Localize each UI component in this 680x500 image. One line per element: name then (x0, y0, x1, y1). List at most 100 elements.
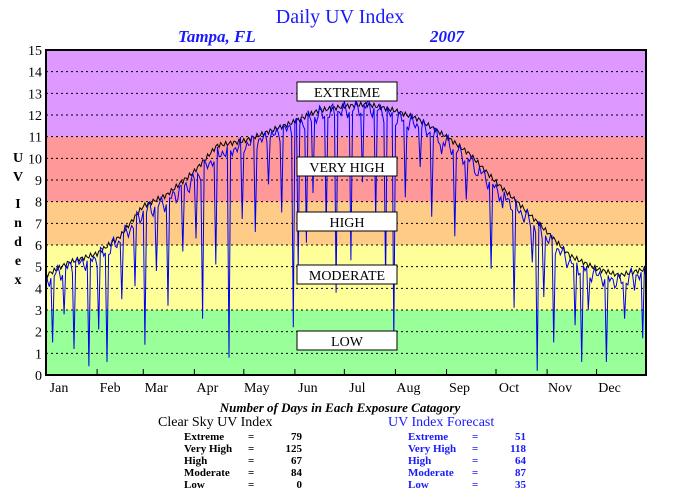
x-tick-label: Feb (100, 381, 121, 396)
band-label-very-high-text: VERY HIGH (309, 161, 384, 176)
clear-sky-row-value: 67 (291, 455, 302, 467)
band-labels: EXTREME VERY HIGH HIGH MODERATE LOW (296, 81, 398, 351)
y-tick-label: 1 (35, 347, 42, 362)
forecast-row-value: 35 (515, 479, 526, 491)
clear-sky-row: High = 67 (158, 455, 302, 467)
clear-sky-row-sep: = (248, 479, 255, 491)
x-tick-label: Jun (298, 381, 317, 396)
forecast-row-name: Extreme (408, 431, 449, 443)
clear-sky-stats: Clear Sky UV Index Extreme = 79 Very High = 1… (158, 415, 302, 491)
y-axis-label-char: U (13, 151, 23, 166)
forecast-row-value: 87 (515, 467, 526, 479)
clear-sky-row: Low = 0 (158, 479, 302, 491)
chart-title: Daily UV Index (276, 6, 405, 28)
band-label-extreme-text: EXTREME (314, 86, 380, 101)
y-tick-label: 0 (35, 369, 42, 384)
y-tick-label: 14 (28, 66, 42, 81)
clear-sky-row: Very High = 125 (158, 443, 302, 455)
series-line-clear-sky (45, 100, 647, 280)
y-tick-label: 4 (35, 282, 42, 297)
forecast-row: Moderate = 87 (388, 467, 526, 479)
band-label-low-text: LOW (331, 335, 364, 350)
y-tick-label: 5 (35, 261, 42, 276)
forecast-row-name: Low (408, 479, 429, 491)
band-label-high: HIGH (296, 211, 398, 232)
band-label-extreme: EXTREME (296, 81, 398, 102)
x-tick-label: Dec (598, 381, 621, 396)
y-axis-label-char: n (14, 216, 22, 231)
clear-sky-row-name: High (184, 455, 208, 467)
clear-sky-row-name: Very High (184, 443, 233, 455)
x-tick-label: Jan (50, 381, 69, 396)
forecast-row-name: Very High (408, 443, 457, 455)
x-tick-label: Jul (349, 381, 365, 396)
y-tick-label: 10 (28, 152, 42, 167)
band-label-moderate-text: MODERATE (309, 269, 385, 284)
forecast-row-name: High (408, 455, 432, 467)
clear-sky-row-value: 79 (291, 431, 302, 443)
chart-subtitle-location: Tampa, FL (178, 27, 256, 46)
forecast-row: Very High = 118 (388, 443, 526, 455)
y-axis-label-char: V (13, 170, 23, 185)
x-tick-label: Nov (548, 381, 572, 396)
clear-sky-row: Moderate = 84 (158, 467, 302, 479)
forecast-row: Extreme = 51 (388, 431, 526, 443)
x-tick-label: Mar (145, 381, 169, 396)
forecast-row: Low = 35 (388, 479, 526, 491)
y-axis-label-char: d (14, 235, 22, 250)
x-tick-label: Apr (196, 381, 218, 396)
forecast-row-name: Moderate (408, 467, 454, 479)
clear-sky-row-sep: = (248, 431, 255, 443)
band-label-very-high: VERY HIGH (296, 156, 398, 177)
x-tick-label: May (244, 381, 270, 396)
clear-sky-title: Clear Sky UV Index (158, 415, 273, 430)
forecast-stats: UV Index Forecast Extreme = 51 Very High = 11… (388, 415, 526, 491)
forecast-row-sep: = (472, 467, 479, 479)
band-label-low: LOW (296, 330, 398, 351)
footer-caption: Number of Days in Each Exposure Catagory (219, 400, 461, 415)
y-tick-label: 6 (35, 239, 42, 254)
y-tick-label: 9 (35, 174, 42, 189)
y-tick-label: 11 (29, 131, 42, 146)
clear-sky-row-value: 0 (296, 479, 303, 491)
clear-sky-row: Extreme = 79 (158, 431, 302, 443)
forecast-row-value: 118 (510, 443, 526, 455)
series-line-forecast (45, 98, 647, 371)
clear-sky-row-value: 84 (291, 467, 302, 479)
x-tick-label: Sep (449, 381, 470, 396)
clear-sky-row-sep: = (248, 443, 255, 455)
forecast-row: High = 64 (388, 455, 526, 467)
clear-sky-row-name: Moderate (184, 467, 230, 479)
clear-sky-row-sep: = (248, 467, 255, 479)
clear-sky-row-sep: = (248, 455, 255, 467)
band-label-high-text: HIGH (330, 216, 365, 231)
y-tick-label: 2 (35, 326, 42, 341)
forecast-row-value: 51 (515, 431, 526, 443)
data-series (45, 98, 647, 371)
forecast-title: UV Index Forecast (388, 415, 495, 430)
forecast-row-sep: = (472, 455, 479, 467)
y-tick-label: 8 (35, 196, 42, 211)
clear-sky-row-value: 125 (285, 443, 303, 455)
forecast-row-sep: = (472, 443, 479, 455)
clear-sky-row-name: Low (184, 479, 205, 491)
y-axis-label-char: I (15, 197, 20, 212)
clear-sky-row-name: Extreme (184, 431, 225, 443)
forecast-row-sep: = (472, 479, 479, 491)
x-tick-label: Oct (499, 381, 519, 396)
x-axis-ticks: Jan Feb Mar Apr May Jun Jul Aug Sep Oct Nov Dec (45, 369, 621, 396)
forecast-row-sep: = (472, 431, 479, 443)
chart-subtitle-year: 2007 (429, 27, 466, 46)
y-tick-label: 15 (28, 44, 42, 59)
y-axis-label-char: x (15, 273, 22, 288)
plot-frame (45, 49, 647, 376)
x-tick-label: Aug (396, 381, 420, 396)
y-tick-label: 12 (28, 109, 42, 124)
y-tick-label: 3 (35, 304, 42, 319)
band-label-moderate: MODERATE (296, 264, 398, 285)
y-tick-label: 13 (28, 87, 42, 102)
forecast-row-value: 64 (515, 455, 526, 467)
